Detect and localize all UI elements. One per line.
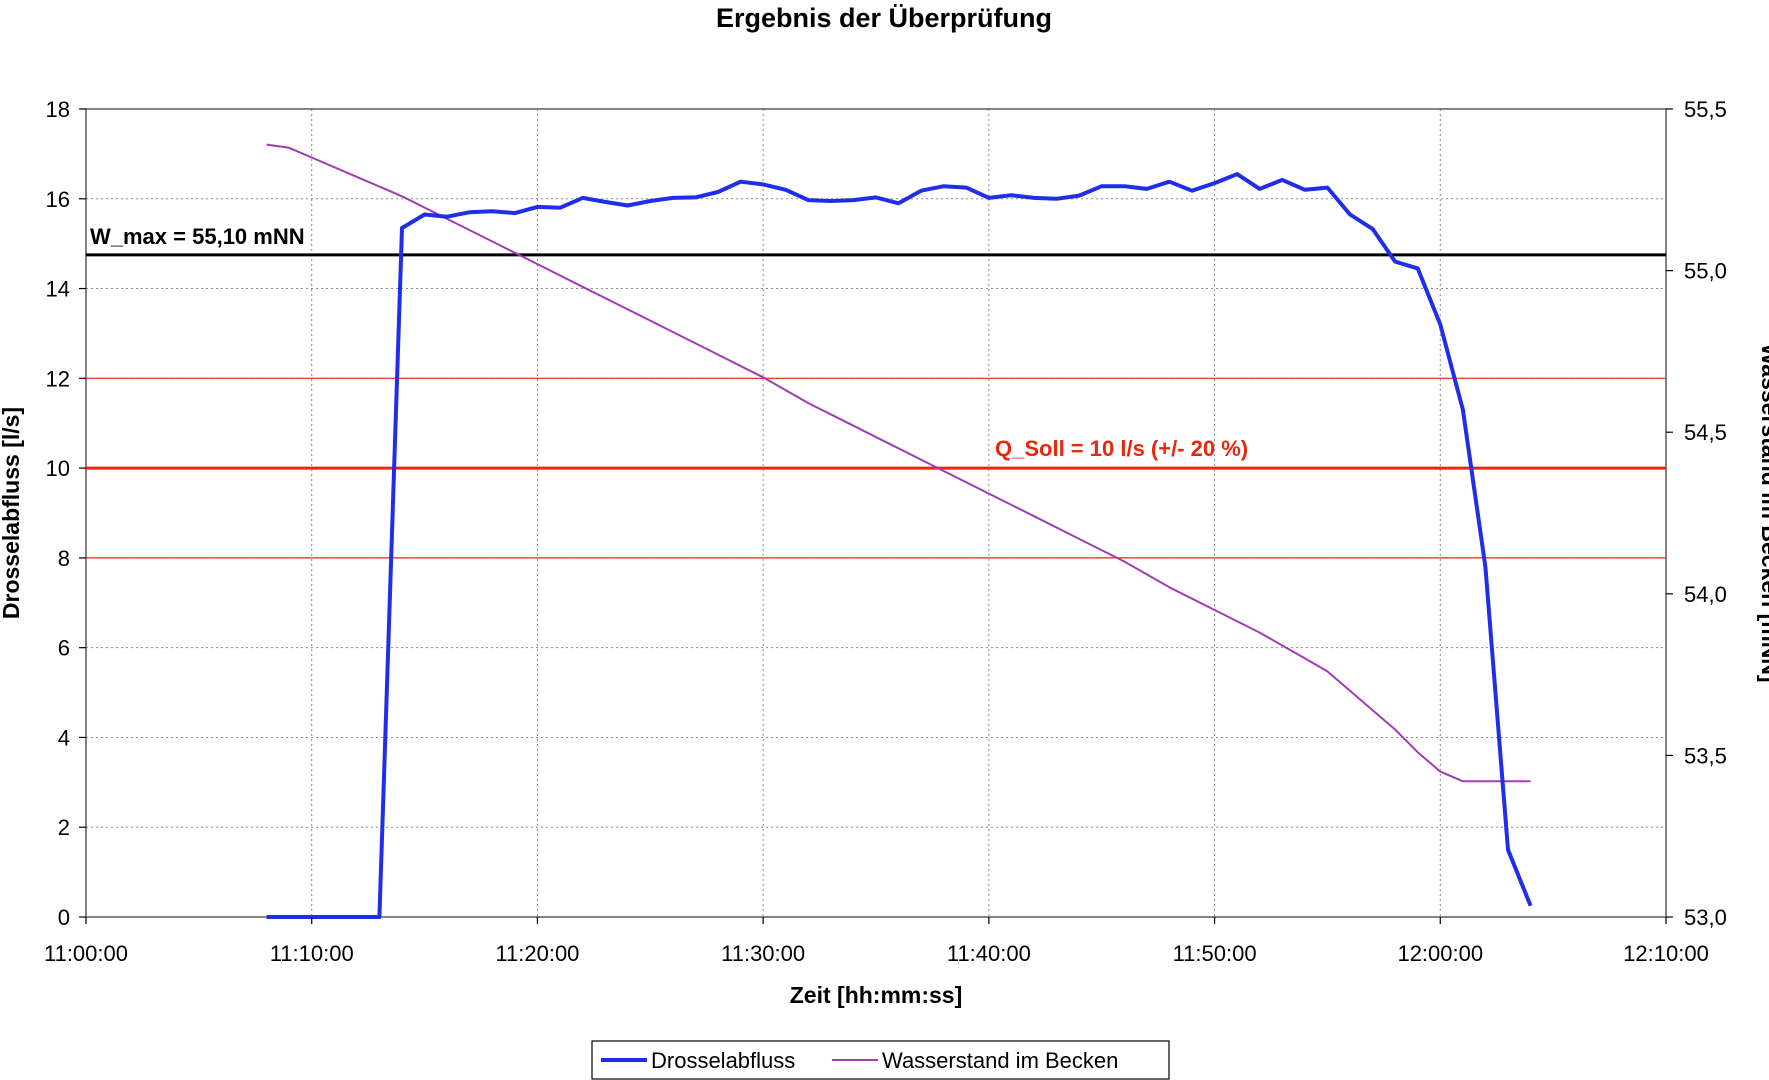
- y2-tick-label: 54,5: [1684, 420, 1727, 445]
- y2-tick-label: 54,0: [1684, 582, 1727, 607]
- qsoll-annotation: Q_Soll = 10 l/s (+/- 20 %): [995, 436, 1248, 461]
- legend-box: [591, 1040, 1170, 1080]
- x-tick-label: 11:10:00: [270, 941, 354, 966]
- x-tick-label: 11:40:00: [947, 941, 1031, 966]
- y-tick-label: 4: [58, 725, 70, 750]
- y-tick-label: 14: [46, 277, 70, 302]
- gridlines: [86, 109, 1666, 917]
- x-tick-label: 12:10:00: [1623, 941, 1709, 966]
- legend: Drosselabfluss Wasserstand im Becken: [591, 1040, 1170, 1080]
- reference-lines: [86, 253, 1666, 559]
- chart-title: Ergebnis der Überprüfung: [716, 3, 1052, 33]
- x-tick-label: 11:20:00: [495, 941, 579, 966]
- series-line-wasserstand: [266, 143, 1531, 783]
- y-tick-label: 10: [46, 456, 70, 481]
- y2-axis-title: Wasserstand im Becken [mNN]: [1757, 343, 1769, 682]
- legend-label-drosselabfluss: Drosselabfluss: [651, 1048, 795, 1073]
- x-tick-label: 12:00:00: [1397, 941, 1483, 966]
- y2-tick-label: 53,5: [1684, 743, 1727, 768]
- axis-ticks: 0 2 4 6 8 10 12 14 16 18 53,0 53,5 54,0 54,5 55,0 55,5 1…: [44, 97, 1727, 966]
- y-tick-label: 16: [46, 187, 70, 212]
- y2-tick-label: 55,5: [1684, 97, 1727, 122]
- legend-label-wasserstand: Wasserstand im Becken: [882, 1048, 1118, 1073]
- x-tick-label: 11:00:00: [44, 941, 128, 966]
- x-tick-label: 11:30:00: [721, 941, 805, 966]
- y2-tick-label: 55,0: [1684, 259, 1727, 284]
- data-series: [266, 143, 1533, 919]
- y-axis-title: Drosselabfluss [l/s]: [0, 407, 24, 619]
- y-tick-label: 8: [58, 546, 70, 571]
- series-line-drosselabfluss: [266, 172, 1533, 919]
- y-tick-label: 2: [58, 815, 70, 840]
- y-tick-label: 0: [58, 905, 70, 930]
- y-tick-label: 18: [46, 97, 70, 122]
- plot-area: [85, 108, 1667, 918]
- x-tick-label: 11:50:00: [1173, 941, 1257, 966]
- y-tick-label: 6: [58, 636, 70, 661]
- y-tick-label: 12: [46, 366, 70, 391]
- x-axis-title: Zeit [hh:mm:ss]: [790, 982, 963, 1008]
- y2-tick-label: 53,0: [1684, 905, 1727, 930]
- wmax-annotation: W_max = 55,10 mNN: [90, 224, 305, 249]
